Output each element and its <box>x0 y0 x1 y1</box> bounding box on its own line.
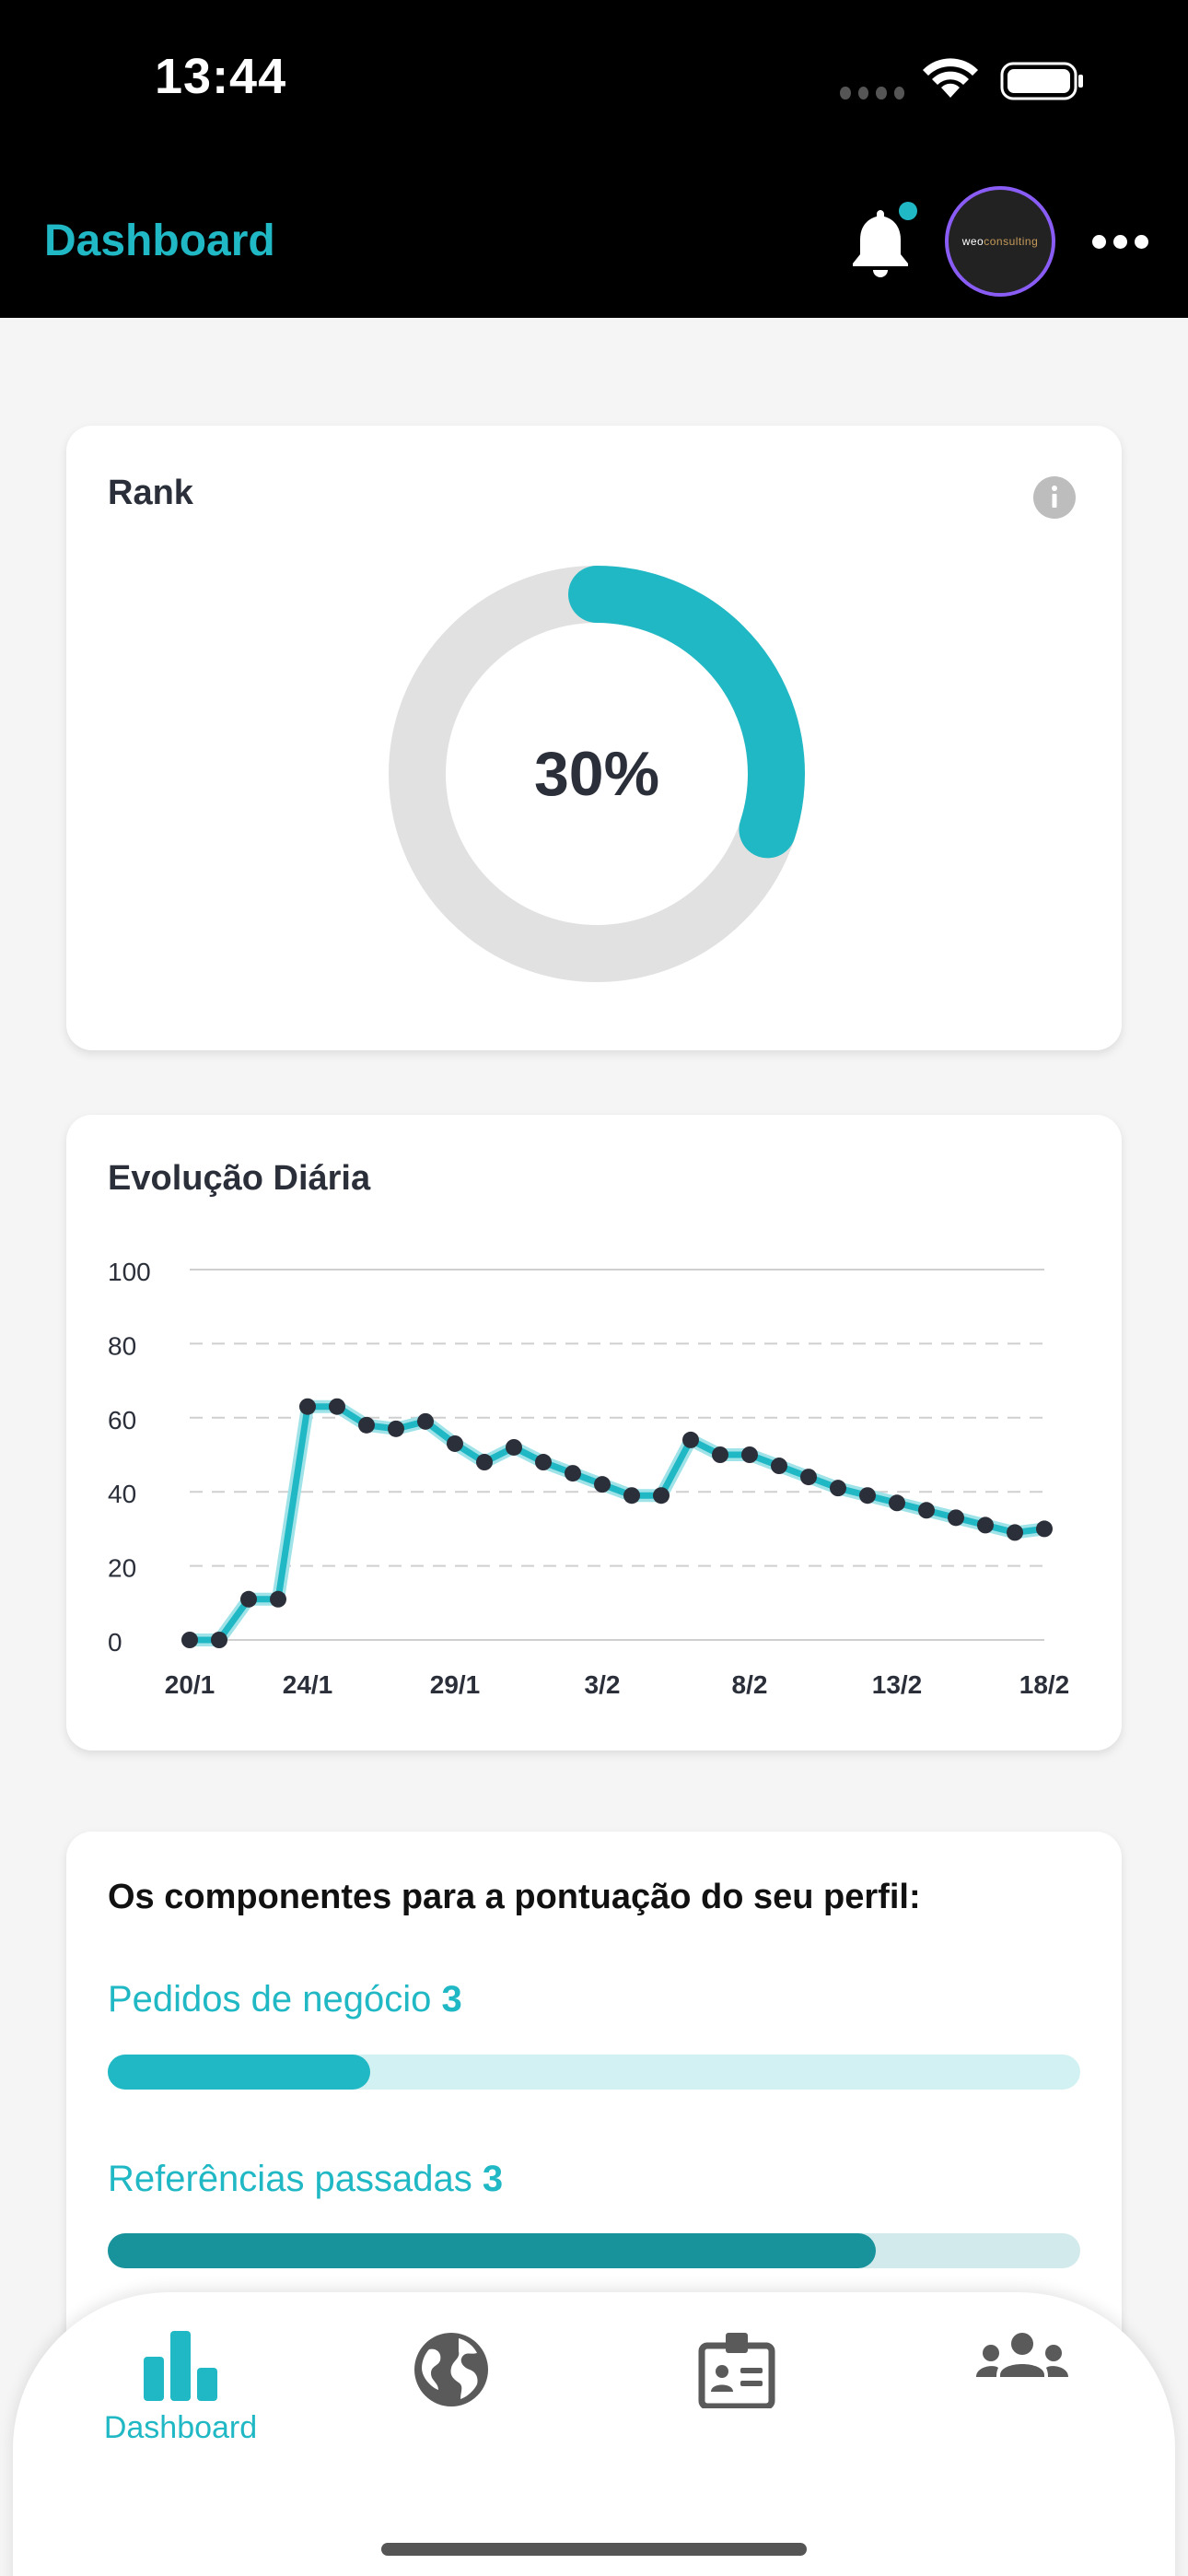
x-tick-label: 20/1 <box>165 1670 215 1699</box>
x-tick-label: 13/2 <box>872 1670 923 1699</box>
series-line-glow <box>183 1399 1051 1646</box>
battery-icon <box>1000 62 1083 100</box>
data-point <box>211 1632 227 1648</box>
notification-badge <box>899 202 917 220</box>
data-point <box>388 1420 404 1437</box>
data-point <box>299 1398 316 1415</box>
data-point <box>1007 1524 1023 1541</box>
data-point <box>535 1454 552 1471</box>
tab-dashboard[interactable]: Dashboard <box>88 2292 273 2476</box>
metric-bar-fill <box>108 2055 371 2090</box>
evolution-card: Evolução Diária 0 20 40 60 80 100 20/1 24/1 29/1… <box>66 1115 1122 1751</box>
data-point <box>741 1446 758 1463</box>
rank-value: 30% <box>533 739 660 809</box>
x-tick-label: 18/2 <box>1019 1670 1070 1699</box>
data-point <box>181 1632 198 1648</box>
data-point <box>476 1454 493 1471</box>
notification-bell-icon[interactable] <box>845 205 915 280</box>
data-point <box>623 1487 640 1505</box>
y-tick-label: 100 <box>108 1258 151 1286</box>
data-point <box>859 1487 876 1505</box>
evolution-title: Evolução Diária <box>108 1159 371 1198</box>
data-point <box>918 1502 935 1519</box>
status-bar: 13:44 <box>0 0 1188 184</box>
status-time: 13:44 <box>155 49 287 104</box>
data-point <box>447 1434 463 1452</box>
data-point <box>948 1509 964 1527</box>
y-tick-label: 20 <box>108 1554 136 1583</box>
metric-label-past-references: Referências passadas 3 <box>108 2159 504 2199</box>
bar-chart-icon <box>144 2331 217 2401</box>
people-icon <box>976 2333 1068 2377</box>
data-point <box>682 1431 699 1448</box>
rank-card: Rank 30% <box>66 426 1122 1050</box>
metric-label-business-requests: Pedidos de negócio 3 <box>108 1979 462 2020</box>
rank-title: Rank <box>108 474 193 512</box>
data-point <box>771 1458 787 1475</box>
metric-bar-past-references <box>108 2233 1080 2268</box>
data-point <box>712 1446 728 1463</box>
x-tick-label: 24/1 <box>283 1670 333 1699</box>
info-icon[interactable] <box>1033 476 1076 519</box>
data-point <box>417 1412 434 1430</box>
data-point <box>240 1590 257 1608</box>
components-title: Os componentes para a pontuação do seu p… <box>108 1878 921 1916</box>
data-point <box>1036 1520 1053 1538</box>
more-options-icon[interactable] <box>1092 230 1151 252</box>
data-point <box>506 1438 522 1456</box>
tab-label: Dashboard <box>103 2410 258 2445</box>
y-tick-label: 0 <box>108 1628 122 1657</box>
metric-bar-fill <box>108 2233 877 2268</box>
avatar[interactable]: weoconsulting <box>945 186 1055 297</box>
tab-profile-card[interactable] <box>645 2292 829 2476</box>
avatar-logo: weoconsulting <box>961 235 1039 248</box>
data-point <box>977 1516 994 1534</box>
data-point <box>830 1480 846 1497</box>
y-tick-label: 60 <box>108 1406 136 1434</box>
series-line <box>186 1403 1048 1644</box>
data-point <box>329 1398 345 1415</box>
tab-globe[interactable] <box>359 2292 543 2476</box>
home-indicator <box>381 2543 807 2556</box>
y-tick-label: 40 <box>108 1480 136 1508</box>
tab-people[interactable] <box>930 2292 1114 2476</box>
x-tick-label: 3/2 <box>585 1670 621 1699</box>
page-title: Dashboard <box>44 217 275 265</box>
data-point <box>270 1590 286 1608</box>
bottom-tab-bar: Dashboard <box>13 2292 1175 2576</box>
y-tick-label: 80 <box>108 1331 136 1360</box>
evolution-line-chart: 0 20 40 60 80 100 20/1 24/1 29/1 3/2 8/2 13/2 18/2 <box>108 1258 1070 1699</box>
wifi-icon <box>923 58 978 98</box>
id-badge-icon <box>698 2333 775 2408</box>
metric-bar-business-requests <box>108 2055 1080 2090</box>
data-point <box>653 1487 670 1505</box>
data-point <box>565 1465 581 1482</box>
x-tick-label: 8/2 <box>732 1670 768 1699</box>
data-point <box>594 1476 611 1493</box>
app-header: Dashboard weoconsulting <box>0 184 1188 318</box>
globe-icon <box>414 2333 488 2406</box>
x-tick-label: 29/1 <box>430 1670 481 1699</box>
cellular-signal-icon <box>840 87 904 100</box>
data-point <box>889 1494 905 1512</box>
data-point <box>800 1469 817 1486</box>
rank-donut <box>389 566 805 982</box>
data-point <box>358 1416 375 1434</box>
